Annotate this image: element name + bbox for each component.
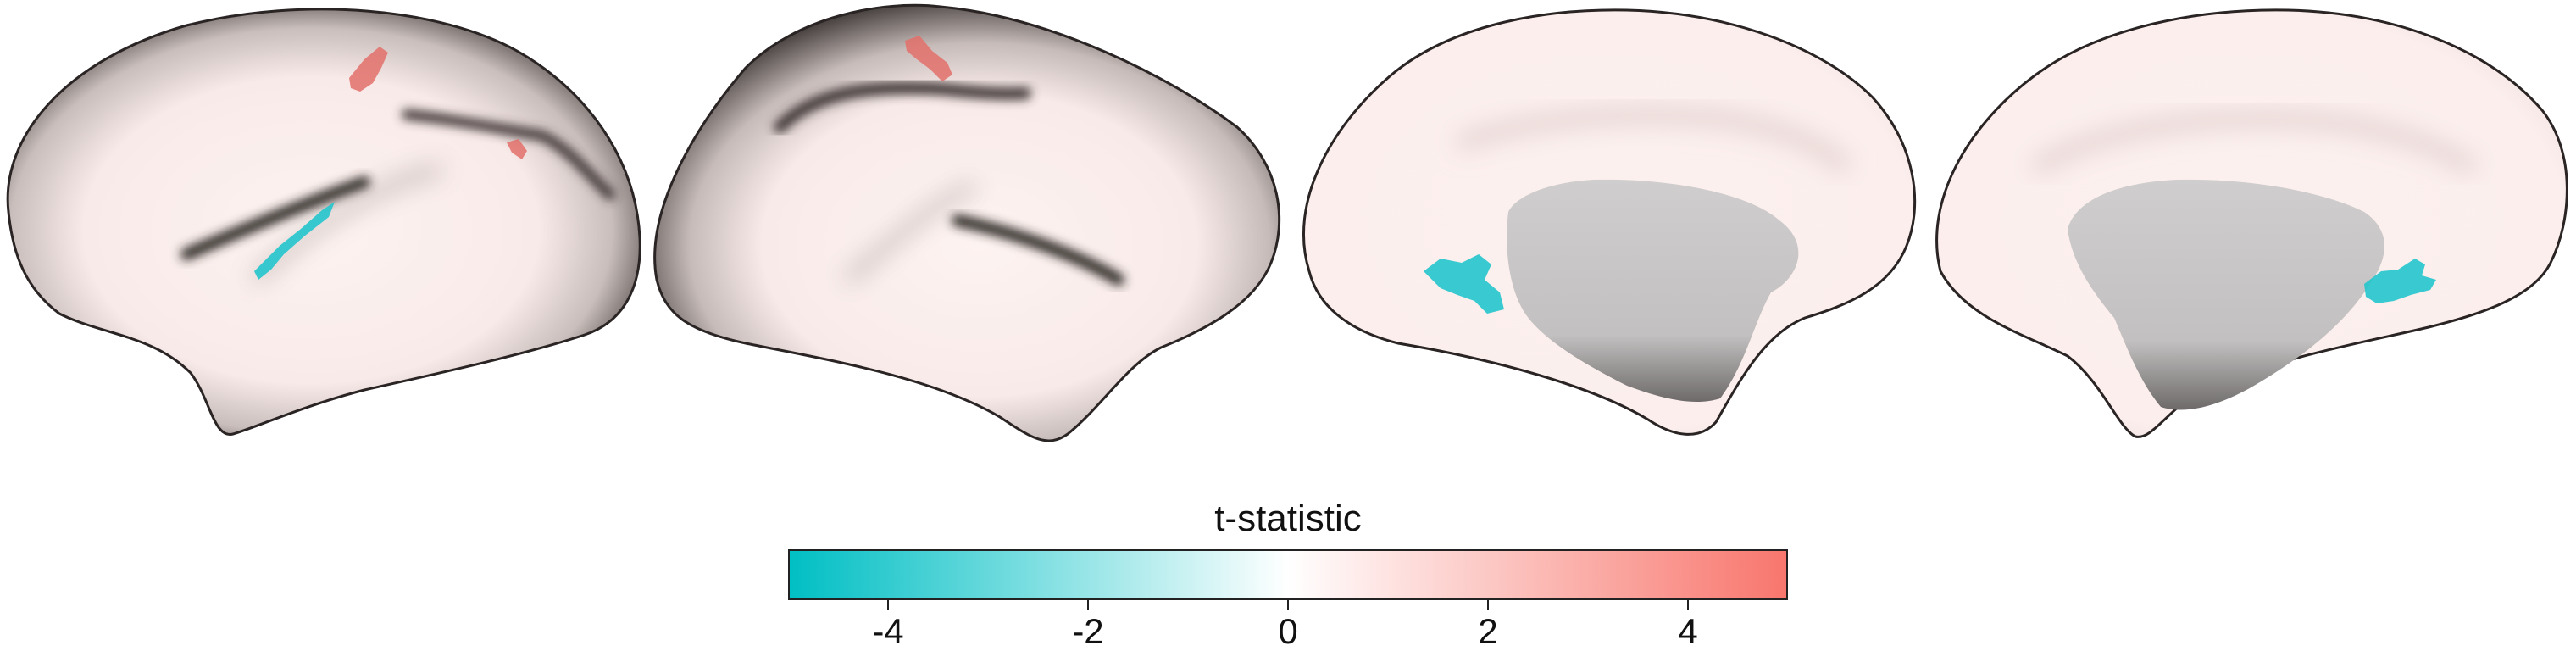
- medial-wall: [1507, 179, 1799, 403]
- negative-cluster: [2364, 259, 2436, 303]
- colorbar-tick-mark: [1087, 600, 1089, 610]
- colorbar-tick-mark: [1487, 600, 1489, 610]
- positive-cluster: [349, 47, 388, 92]
- colorbar-tick-label: 2: [1478, 611, 1498, 651]
- colorbar-title: t-statistic: [1214, 498, 1362, 539]
- colorbar-legend: t-statistic -4 -2 0 2 4: [0, 475, 2576, 651]
- colorbar-tick-label: -2: [1072, 611, 1104, 651]
- positive-cluster: [905, 36, 952, 81]
- colorbar-tick-mark: [1687, 600, 1689, 610]
- colorbar-tick-label: 4: [1678, 611, 1698, 651]
- medial-wall: [2068, 179, 2384, 410]
- left-hemisphere-medial-view: [1302, 8, 1917, 436]
- positive-cluster: [507, 139, 527, 159]
- left-hemisphere-lateral-view: [6, 8, 641, 436]
- right-hemisphere-medial-view: [1935, 8, 2568, 438]
- right-hemisphere-lateral-view: [653, 3, 1281, 442]
- colorbar-gradient: [788, 549, 1788, 600]
- colorbar-tick-label: 0: [1278, 611, 1298, 651]
- colorbar-tick-mark: [887, 600, 889, 610]
- colorbar-tick-label: -4: [872, 611, 904, 651]
- colorbar-tick-mark: [1287, 600, 1289, 610]
- negative-cluster: [254, 202, 335, 280]
- brain-surface-figure: [6, 3, 2568, 442]
- negative-cluster: [1424, 254, 1504, 314]
